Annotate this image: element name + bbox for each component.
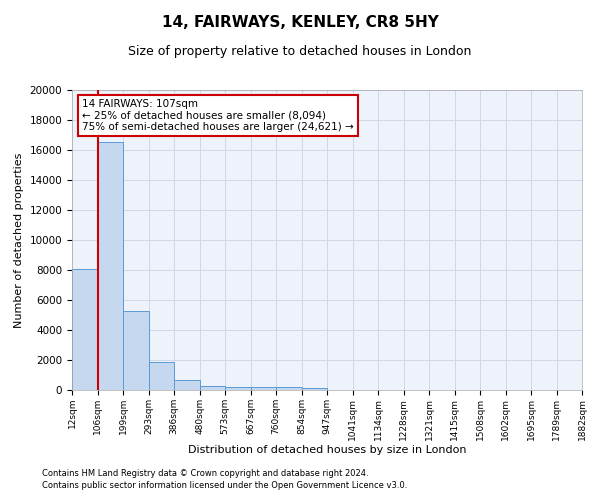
Text: Size of property relative to detached houses in London: Size of property relative to detached ho… [128, 45, 472, 58]
Bar [302, 388, 327, 390]
Bar [225, 386, 251, 390]
Bar [72, 268, 98, 390]
Text: 14, FAIRWAYS, KENLEY, CR8 5HY: 14, FAIRWAYS, KENLEY, CR8 5HY [161, 15, 439, 30]
Bar [149, 362, 174, 390]
X-axis label: Distribution of detached houses by size in London: Distribution of detached houses by size … [188, 446, 466, 456]
Bar [123, 310, 149, 390]
Bar [200, 386, 225, 390]
Bar [174, 380, 200, 390]
Text: Contains public sector information licensed under the Open Government Licence v3: Contains public sector information licen… [42, 481, 407, 490]
Text: 14 FAIRWAYS: 107sqm
← 25% of detached houses are smaller (8,094)
75% of semi-det: 14 FAIRWAYS: 107sqm ← 25% of detached ho… [82, 99, 354, 132]
Bar [98, 142, 123, 390]
Bar [276, 388, 302, 390]
Text: Contains HM Land Registry data © Crown copyright and database right 2024.: Contains HM Land Registry data © Crown c… [42, 468, 368, 477]
Y-axis label: Number of detached properties: Number of detached properties [14, 152, 24, 328]
Bar [251, 387, 276, 390]
